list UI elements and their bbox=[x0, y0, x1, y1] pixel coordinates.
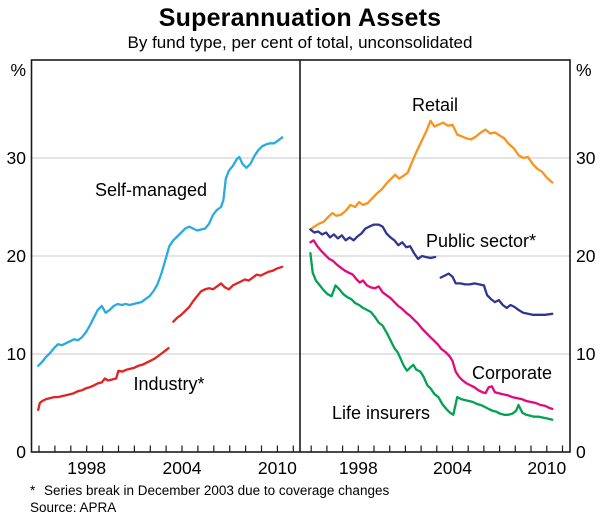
footnote-marker: * bbox=[30, 483, 36, 498]
y-axis-label-left: 0 bbox=[16, 442, 26, 462]
x-axis-label-2004: 2004 bbox=[163, 458, 202, 478]
chart-source: Source: APRA bbox=[30, 499, 117, 515]
unit-label-left: % bbox=[10, 60, 26, 80]
x-axis-label-1998: 1998 bbox=[339, 458, 378, 478]
series-line-public-sector-seg2 bbox=[439, 272, 554, 316]
unit-label-right: % bbox=[576, 60, 592, 80]
y-axis-label-left: 10 bbox=[7, 344, 27, 364]
x-axis-label-2010: 2010 bbox=[527, 458, 566, 478]
y-axis-label-right: 10 bbox=[576, 344, 596, 364]
series-line-public-sector-seg1 bbox=[309, 223, 437, 261]
series-label-corporate: Corporate bbox=[472, 363, 552, 383]
series-label-retail: Retail bbox=[412, 95, 458, 115]
series-label-industry: Industry* bbox=[133, 374, 204, 394]
chart-notes: * Series break in December 2003 due to co… bbox=[30, 483, 389, 516]
x-axis-label-2010: 2010 bbox=[258, 458, 297, 478]
y-axis-label-left: 30 bbox=[7, 148, 27, 168]
x-axis-label-1998: 1998 bbox=[67, 458, 106, 478]
series-line-retail bbox=[309, 119, 554, 231]
series-line-corporate bbox=[309, 239, 554, 411]
y-axis-label-right: 20 bbox=[576, 246, 596, 266]
chart-title: Superannuation Assets bbox=[158, 4, 442, 32]
series-line-industry-seg2 bbox=[172, 265, 284, 323]
y-axis-label-right: 30 bbox=[576, 148, 596, 168]
series-label-life-insurers: Life insurers bbox=[332, 403, 430, 423]
series-line-life-insurers bbox=[309, 251, 554, 421]
series-line-self-managed bbox=[37, 136, 284, 367]
y-axis-label-right: 0 bbox=[576, 442, 586, 462]
series-label-public-sector: Public sector* bbox=[426, 231, 536, 251]
chart-footnote: * Series break in December 2003 due to co… bbox=[30, 483, 389, 500]
footnote-text: Series break in December 2003 due to cov… bbox=[44, 483, 390, 498]
series-line-industry-seg1 bbox=[37, 346, 170, 412]
chart-subtitle: By fund type, per cent of total, unconso… bbox=[127, 33, 473, 52]
series-label-self-managed: Self-managed bbox=[95, 180, 207, 200]
y-axis-label-left: 20 bbox=[7, 246, 27, 266]
x-axis-label-2004: 2004 bbox=[433, 458, 472, 478]
